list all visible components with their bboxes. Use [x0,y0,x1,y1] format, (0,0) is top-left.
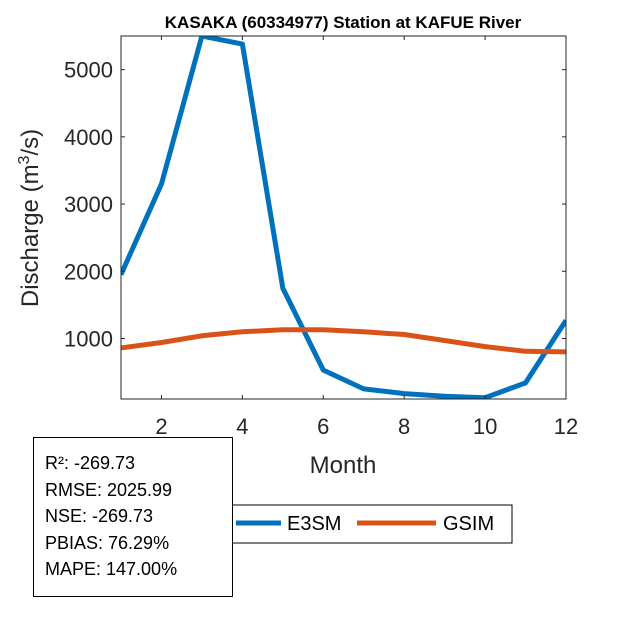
x-axis-label: Month [310,452,377,479]
stat-mape: MAPE: 147.00% [45,559,178,579]
x-tick-label: 12 [554,414,578,439]
stat-pbias: PBIAS: 76.29% [45,532,170,553]
y-tick-label: 1000 [64,327,113,352]
x-tick-label: 2 [155,414,167,439]
y-axis: 1000 2000 3000 4000 5000 [64,58,566,352]
plot-frame [120,35,567,400]
x-tick-label: 4 [236,414,248,439]
y-tick-label: 2000 [64,259,113,284]
y-tick-label: 5000 [64,58,113,83]
y-tick-label: 3000 [64,192,113,217]
x-axis: 2 4 6 8 10 12 [155,36,578,439]
legend-label-e3sm: E3SM [287,513,341,535]
stats-box: R²: -269.73 RMSE: 2025.99 NSE: -269.73 P… [33,437,233,597]
x-tick-label: 10 [473,414,497,439]
y-axis-label: Discharge (m3/s) [16,129,44,307]
series-line-gsim [121,327,566,355]
x-tick-label: 8 [398,414,410,439]
y-tick-label: 4000 [64,125,113,150]
chart-title: KASAKA (60334977) Station at KAFUE River [165,13,522,32]
stat-r2: R²: -269.73 [45,453,136,473]
x-tick-label: 6 [317,414,329,439]
legend-label-gsim: GSIM [443,513,494,535]
series-line-e3sm [121,36,566,399]
stat-nse: NSE: -269.73 [45,506,154,526]
series-layer [121,36,566,399]
stat-rmse: RMSE: 2025.99 [45,479,173,500]
